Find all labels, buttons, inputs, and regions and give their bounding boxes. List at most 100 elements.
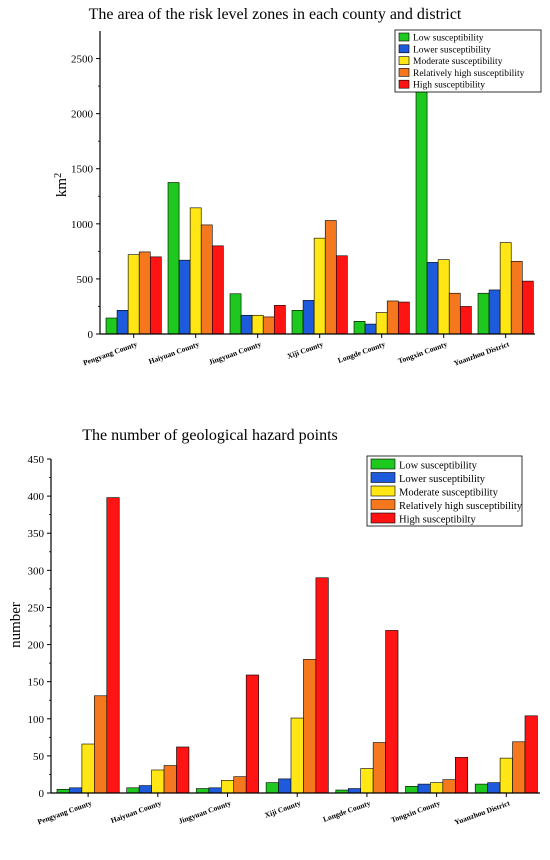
legend-label: Low susceptibility: [413, 34, 484, 44]
bar: [178, 259, 191, 335]
bar: [313, 237, 326, 335]
y-tick-label: 350: [28, 528, 45, 540]
bar: [233, 776, 247, 794]
bar: [81, 743, 95, 794]
bar: [94, 695, 108, 794]
bar: [353, 321, 366, 335]
y-axis-label: number: [8, 602, 24, 648]
bar: [105, 317, 118, 335]
bar: [397, 301, 410, 335]
bar: [375, 312, 388, 335]
bar: [273, 305, 286, 335]
bar: [315, 577, 329, 794]
y-tick-label: 400: [28, 491, 45, 503]
bar: [220, 780, 235, 794]
y-tick-label: 200: [28, 640, 45, 652]
legend-swatch: [370, 472, 396, 483]
legend-label: Moderate susceptibility: [399, 488, 499, 499]
legend-label: High susceptibilty: [399, 515, 476, 526]
bar: [116, 310, 129, 335]
legend-label: Lower susceptibility: [399, 474, 486, 485]
y-tick-label: 2500: [71, 54, 94, 66]
legend-swatch: [370, 512, 396, 524]
bar: [324, 220, 337, 335]
bar: [524, 715, 538, 794]
bar: [302, 300, 315, 335]
bar: [151, 769, 165, 794]
chart-title: The area of the risk level zones in each…: [89, 6, 462, 23]
bar: [448, 292, 461, 335]
bar: [474, 783, 488, 794]
bar: [106, 497, 120, 794]
bar: [360, 768, 374, 794]
bar: [512, 741, 526, 794]
bar: [442, 779, 456, 794]
bar: [372, 742, 386, 794]
bar: [240, 314, 253, 335]
bar: [149, 256, 162, 335]
y-tick-label: 1000: [71, 219, 94, 231]
bar: [245, 674, 259, 794]
bar: [521, 280, 534, 335]
y-tick-label: 450: [28, 454, 45, 466]
bar: [499, 757, 513, 794]
y-tick-label: 0: [39, 788, 45, 800]
legend-label: Moderate susceptibility: [413, 57, 503, 67]
bar: [477, 292, 490, 335]
legend-label: Low susceptibility: [399, 461, 478, 472]
chart-title: The number of geological hazard points: [82, 427, 337, 444]
bar: [488, 289, 501, 335]
legend-swatch: [398, 32, 410, 42]
bar: [454, 757, 469, 794]
bar: [335, 255, 348, 335]
bar: [405, 786, 419, 794]
y-tick-label: 250: [28, 602, 45, 614]
bar: [251, 314, 264, 335]
y-tick-label: 50: [33, 751, 45, 763]
bar: [138, 785, 152, 794]
y-tick-label: 2000: [71, 109, 94, 121]
bar: [211, 245, 224, 335]
legend-swatch: [398, 44, 410, 54]
bar: [176, 746, 190, 794]
legend-label: Relatively high susceptibility: [413, 69, 525, 79]
bar: [208, 787, 222, 794]
bar: [262, 316, 275, 335]
bar: [126, 787, 140, 794]
bar: [291, 310, 304, 335]
y-tick-label: 1500: [71, 164, 94, 176]
bar: [265, 782, 279, 794]
bar: [430, 782, 444, 794]
legend-swatch: [370, 485, 396, 497]
y-tick-label: 100: [28, 714, 45, 726]
y-tick-label: 0: [88, 329, 94, 341]
bar: [437, 259, 450, 335]
bar: [278, 778, 292, 794]
bar: [499, 242, 512, 335]
bar: [426, 262, 439, 335]
legend-label: Relatively high susceptibility: [399, 501, 523, 512]
bar: [127, 254, 140, 335]
bar: [386, 300, 399, 335]
legend-swatch: [370, 458, 396, 470]
legend-swatch: [370, 499, 396, 510]
bar: [290, 717, 304, 794]
legend-label: High susceptibility: [413, 81, 485, 91]
bar: [163, 765, 177, 794]
bar: [229, 293, 242, 335]
bar: [138, 251, 151, 335]
bar: [69, 787, 83, 794]
bar: [196, 788, 210, 794]
y-axis-label: km2: [53, 173, 70, 197]
bar: [415, 59, 428, 335]
bar: [347, 788, 361, 794]
y-tick-label: 500: [77, 274, 94, 286]
bar: [189, 207, 202, 335]
chart-area: The area of the risk level zones in each…: [53, 6, 542, 368]
y-tick-label: 150: [28, 677, 45, 689]
bar: [385, 630, 399, 794]
bar: [417, 783, 431, 794]
legend-label: Lower susceptibility: [413, 45, 491, 55]
bar: [510, 260, 523, 335]
